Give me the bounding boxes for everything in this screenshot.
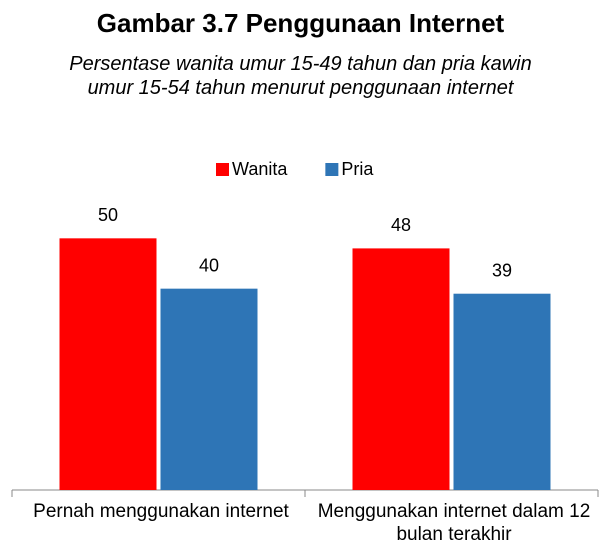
legend-label: Pria [341,159,374,179]
data-label: 48 [391,215,411,235]
legend-swatch [216,163,229,176]
chart-subtitle: Persentase wanita umur 15-49 tahun dan p… [69,53,532,99]
x-tick-label: Pernah menggunakan internet [33,501,289,522]
chart-title: Gambar 3.7 Penggunaan Internet [96,8,505,38]
x-tick-label: Menggunakan internet dalam 12 bulan tera… [317,501,591,545]
bar [160,288,258,490]
legend-swatch [325,163,339,176]
bar [59,238,157,490]
legend-label: Wanita [232,159,288,179]
bar [453,293,551,490]
data-label: 39 [492,260,512,280]
data-label: 40 [199,255,219,275]
data-label: 50 [98,205,118,225]
bar [352,248,450,490]
